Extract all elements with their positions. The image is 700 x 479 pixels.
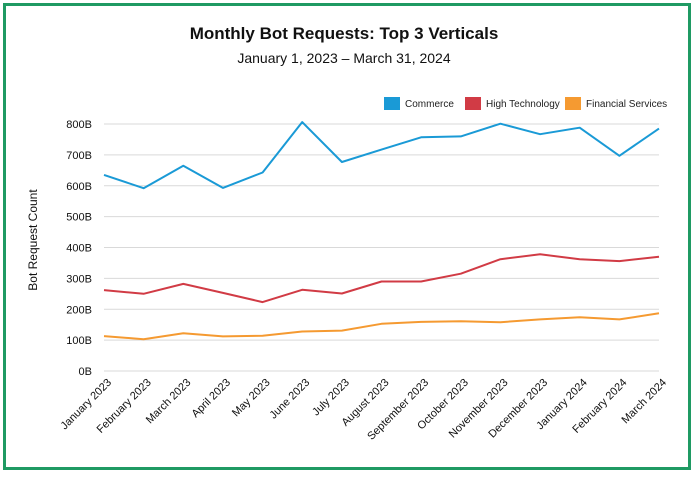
series-line-commerce	[103, 121, 660, 190]
legend-swatch	[565, 97, 581, 110]
legend-swatch	[465, 97, 481, 110]
series-line-high-technology	[103, 253, 660, 304]
x-tick-label: April 2023	[190, 377, 234, 421]
legend-label: High Technology	[486, 99, 560, 110]
y-tick-label: 800B	[66, 119, 92, 131]
legend: Commerce High Technology Financial Service…	[384, 97, 667, 110]
legend-label: Commerce	[405, 99, 454, 110]
legend-label: Financial Services	[586, 99, 667, 110]
x-tick-label: June 2023	[268, 377, 313, 422]
y-axis-label: Bot Request Count	[26, 189, 40, 291]
chart-title: Monthly Bot Requests: Top 3 Verticals	[189, 24, 499, 43]
y-tick-label: 200B	[66, 304, 92, 316]
y-tick-label: 700B	[66, 150, 92, 162]
series-lines	[103, 121, 660, 341]
grid-lines	[104, 123, 659, 372]
chart-frame	[3, 3, 691, 470]
chart-subtitle: January 1, 2023 – March 31, 2024	[237, 50, 451, 66]
y-tick-label: 100B	[66, 335, 92, 347]
y-tick-label: 0B	[79, 366, 92, 378]
x-tick-label: July 2023	[310, 377, 352, 419]
y-tick-label: 400B	[66, 243, 92, 255]
legend-swatch	[384, 97, 400, 110]
y-tick-label: 600B	[66, 181, 92, 193]
y-tick-label: 300B	[66, 273, 92, 285]
series-line-financial-services	[103, 312, 660, 341]
y-axis-ticks: 0B 100B 200B 300B 400B 500B 600B 700B 800B	[66, 119, 92, 378]
y-tick-label: 500B	[66, 212, 92, 224]
